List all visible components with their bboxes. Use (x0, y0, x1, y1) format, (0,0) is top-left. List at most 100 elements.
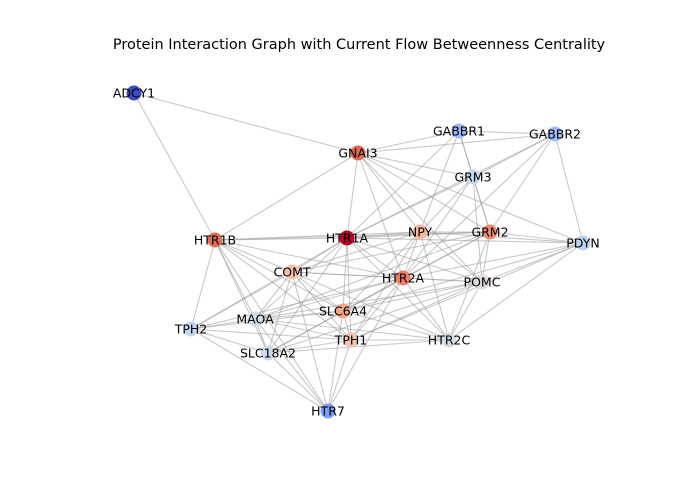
edge-npy-htr2a (402, 231, 421, 279)
node-label-adcy1: ADCY1 (113, 86, 155, 101)
edge-tph2-slc18a2 (190, 328, 269, 354)
edge-comt-htr2c (291, 271, 450, 341)
node-label-htr2a: HTR2A (382, 271, 425, 286)
edge-htr1b-tph2 (190, 239, 216, 330)
edge-gnai3-gabbr2 (357, 133, 556, 154)
edge-grm2-comt (291, 231, 491, 273)
node-label-htr7: HTR7 (311, 404, 345, 419)
node-label-gabbr1: GABBR1 (433, 124, 485, 139)
edge-htr1b-htr2a (214, 239, 404, 279)
edge-gnai3-htr1b (214, 152, 359, 241)
edge-htr2a-tph1 (350, 277, 404, 341)
edge-comt-maoa (254, 271, 293, 320)
node-htr7 (320, 403, 336, 419)
edge-htr2a-pomc (402, 277, 483, 283)
node-htr2a (395, 270, 411, 286)
edge-gabbr1-htr1a (346, 130, 460, 239)
edge-tph1-slc18a2 (267, 339, 352, 354)
edge-pomc-slc6a4 (342, 281, 483, 312)
node-npy (412, 224, 428, 240)
node-label-pomc: POMC (464, 275, 501, 290)
edge-grm3-htr1a (346, 176, 474, 239)
node-slc18a2 (260, 345, 276, 361)
edge-htr2a-htr7 (327, 277, 404, 412)
edge-tph2-tph1 (190, 328, 352, 341)
node-label-comt: COMT (274, 265, 311, 280)
node-gnai3 (350, 145, 366, 161)
edge-grm3-grm2 (472, 176, 491, 233)
edge-gnai3-pdyn (357, 152, 584, 244)
node-pdyn (575, 235, 591, 251)
node-gabbr1 (451, 123, 467, 139)
edge-npy-pdyn (419, 231, 584, 244)
node-adcy1 (126, 85, 142, 101)
node-label-htr2c: HTR2C (428, 333, 471, 348)
edge-gnai3-grm3 (357, 152, 474, 178)
edge-gnai3-gabbr1 (357, 130, 460, 154)
node-label-slc18a2: SLC18A2 (240, 346, 296, 361)
edge-gabbr1-npy (419, 130, 460, 233)
edge-layer (133, 92, 584, 412)
edge-htr1a-slc18a2 (267, 237, 348, 354)
edge-htr2a-maoa (254, 277, 404, 320)
edge-npy-htr2c (419, 231, 450, 341)
edge-slc6a4-htr7 (327, 310, 344, 412)
edge-gabbr2-grm2 (489, 133, 556, 233)
edge-slc6a4-htr2c (342, 310, 450, 341)
edge-pdyn-htr2c (448, 242, 584, 341)
edge-npy-slc6a4 (342, 231, 421, 312)
edge-pomc-slc18a2 (267, 281, 483, 354)
node-slc6a4 (335, 303, 351, 319)
node-label-gabbr2: GABBR2 (529, 127, 581, 142)
edge-tph2-htr7 (190, 328, 329, 412)
node-grm3 (465, 169, 481, 185)
edge-grm3-htr2a (402, 176, 474, 279)
node-tph1 (343, 332, 359, 348)
edge-gnai3-npy (357, 152, 421, 233)
edge-gabbr2-htr2a (402, 133, 556, 279)
node-label-tph1: TPH1 (334, 333, 368, 348)
edge-grm3-npy (419, 176, 474, 233)
edge-grm3-pomc (472, 176, 483, 283)
node-label-gnai3: GNAI3 (338, 146, 377, 161)
edge-htr1a-htr2c (346, 237, 450, 341)
edge-tph1-htr7 (327, 339, 352, 412)
edge-adcy1-htr1b (133, 92, 216, 241)
edge-pdyn-htr2a (402, 242, 584, 279)
node-htr1b (207, 232, 223, 248)
edge-npy-comt (291, 231, 421, 273)
node-label-npy: NPY (408, 225, 433, 240)
node-layer (126, 85, 591, 419)
edge-gnai3-pomc (357, 152, 483, 283)
edge-slc18a2-htr7 (267, 352, 329, 412)
edge-gabbr1-gabbr2 (458, 130, 556, 135)
label-layer: ADCY1 GABBR1 GABBR2 GNAI3 GRM3 HTR1B HTR1A NPY G… (113, 86, 600, 419)
node-label-grm3: GRM3 (454, 170, 491, 185)
edge-maoa-htr2c (254, 318, 450, 341)
node-tph2 (183, 321, 199, 337)
node-label-htr1a: HTR1A (326, 231, 369, 246)
edge-grm2-pdyn (489, 231, 584, 244)
edge-maoa-tph1 (254, 318, 352, 341)
edge-pdyn-tph1 (350, 242, 584, 341)
edge-htr2a-tph2 (190, 277, 404, 330)
node-label-slc6a4: SLC6A4 (319, 304, 367, 319)
edge-pdyn-slc6a4 (342, 242, 584, 312)
edge-gabbr2-pdyn (554, 133, 584, 244)
node-pomc (474, 274, 490, 290)
edge-npy-pomc (419, 231, 483, 283)
edge-gnai3-htr1a (346, 152, 359, 239)
node-grm2 (482, 224, 498, 240)
edge-comt-tph2 (190, 271, 293, 330)
edge-htr1b-tph1 (214, 239, 352, 341)
node-label-grm2: GRM2 (471, 225, 508, 240)
chart-title: Protein Interaction Graph with Current F… (112, 37, 606, 53)
node-comt (284, 264, 300, 280)
edge-htr1b-comt (214, 239, 293, 273)
edge-pomc-htr2c (448, 281, 483, 341)
node-maoa (247, 311, 263, 327)
node-label-tph2: TPH2 (174, 322, 208, 337)
edge-htr1a-htr2a (346, 237, 404, 279)
edge-htr1b-slc18a2 (214, 239, 269, 354)
